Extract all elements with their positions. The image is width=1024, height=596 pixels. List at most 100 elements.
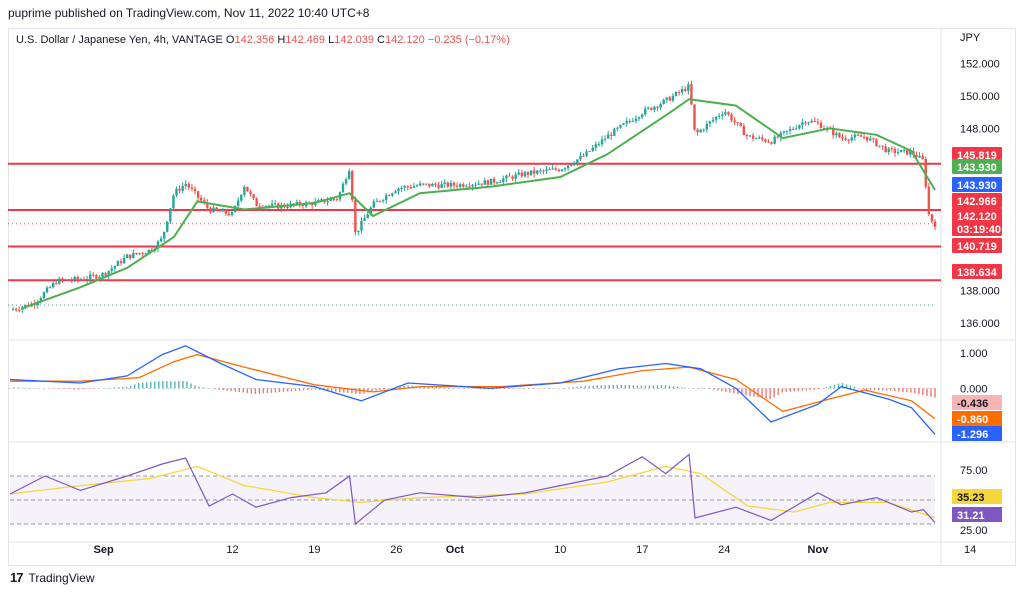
candle-body <box>135 252 138 254</box>
candle-body <box>566 165 570 169</box>
candle-body <box>594 144 598 148</box>
candle-body <box>548 169 551 171</box>
candle-body <box>637 117 641 119</box>
candle-body <box>742 126 746 135</box>
candle-body <box>267 205 271 207</box>
candle-body <box>341 183 345 193</box>
candle-body <box>634 118 638 121</box>
candle-body <box>597 144 601 146</box>
price-label-text: 138.634 <box>957 267 998 279</box>
candle-body <box>680 89 684 93</box>
candle-body <box>702 129 705 131</box>
candle-body <box>221 209 224 212</box>
candle-body <box>369 207 372 215</box>
candle-body <box>474 184 477 186</box>
candle-body <box>887 148 890 153</box>
rsi-tick-label-partial: 25.00 <box>960 525 988 537</box>
macd-line <box>9 345 936 435</box>
candle-body <box>166 221 169 232</box>
candle-body <box>770 142 773 144</box>
candle-body <box>495 182 499 184</box>
candle-body <box>295 201 298 205</box>
time-axis-label: Nov <box>808 544 830 556</box>
candle-body <box>215 207 218 211</box>
candle-body <box>791 128 795 130</box>
candle-body <box>252 194 255 199</box>
candle-body <box>178 188 181 191</box>
time-axis-label: 14 <box>964 544 976 556</box>
candle-body <box>869 138 872 141</box>
price-tick-label: 148.000 <box>960 123 1000 135</box>
candle-body <box>798 125 801 129</box>
candle-body <box>902 149 906 151</box>
candle-body <box>875 139 878 147</box>
candle-body <box>98 276 101 279</box>
candle-body <box>92 274 95 276</box>
time-axis-label: 12 <box>226 544 238 556</box>
candle-body <box>893 149 897 153</box>
candle-body <box>110 268 113 271</box>
candle-body <box>375 200 379 202</box>
candle-body <box>286 207 289 209</box>
candle-body <box>582 155 585 157</box>
candle-body <box>640 114 644 118</box>
candle-body <box>391 193 394 196</box>
candle-body <box>397 188 400 192</box>
price-label-text: 142.120 <box>957 211 997 223</box>
candle-body <box>684 89 687 91</box>
candle-body <box>421 183 425 185</box>
candle-body <box>643 108 647 115</box>
candle-body <box>754 138 758 140</box>
candle-body <box>471 184 474 187</box>
candle-body <box>807 122 810 124</box>
candle-body <box>665 97 668 100</box>
candle-body <box>502 178 505 182</box>
candle-body <box>650 107 653 110</box>
candle-body <box>736 122 739 124</box>
macd-value-box <box>952 411 1002 426</box>
candle-body <box>39 298 43 302</box>
candle-body <box>480 183 483 185</box>
candle-body <box>11 309 15 311</box>
candle-body <box>486 180 490 185</box>
time-axis-label: 17 <box>636 544 648 556</box>
rsi-value-box <box>952 489 1002 504</box>
candle-body <box>656 106 659 108</box>
candle-body <box>378 200 382 202</box>
candle-body <box>569 164 573 166</box>
candle-body <box>788 128 792 131</box>
candle-body <box>662 99 665 105</box>
candle-body <box>113 266 117 269</box>
candle-body <box>573 163 576 165</box>
price-tick-label: 150.000 <box>960 91 1000 103</box>
candle-body <box>918 155 921 158</box>
candle-body <box>554 168 557 170</box>
rsi-line <box>9 453 936 526</box>
candle-body <box>122 257 126 264</box>
candle-body <box>591 147 594 152</box>
candle-body <box>542 170 545 172</box>
price-label-text: 03:19:40 <box>957 224 1001 236</box>
candle-body <box>199 197 203 201</box>
candle-body <box>187 183 191 188</box>
candle-body <box>70 280 73 282</box>
candle-body <box>551 168 554 170</box>
candle-body <box>354 200 357 232</box>
candle-body <box>730 114 733 121</box>
candle-body <box>690 84 693 105</box>
time-axis-label: 10 <box>554 544 566 556</box>
candle-body <box>144 253 147 255</box>
candle-body <box>184 183 187 186</box>
candle-body <box>801 122 804 126</box>
candle-body <box>366 214 369 219</box>
candle-body <box>758 137 761 139</box>
chart-frame <box>8 28 1016 566</box>
candle-body <box>409 187 413 189</box>
candle-body <box>600 139 604 145</box>
candle-body <box>761 137 764 140</box>
footer-brand[interactable]: TradingView <box>28 570 95 585</box>
candle-body <box>804 122 807 124</box>
candle-body <box>930 214 934 222</box>
macd-value-box <box>952 426 1002 441</box>
